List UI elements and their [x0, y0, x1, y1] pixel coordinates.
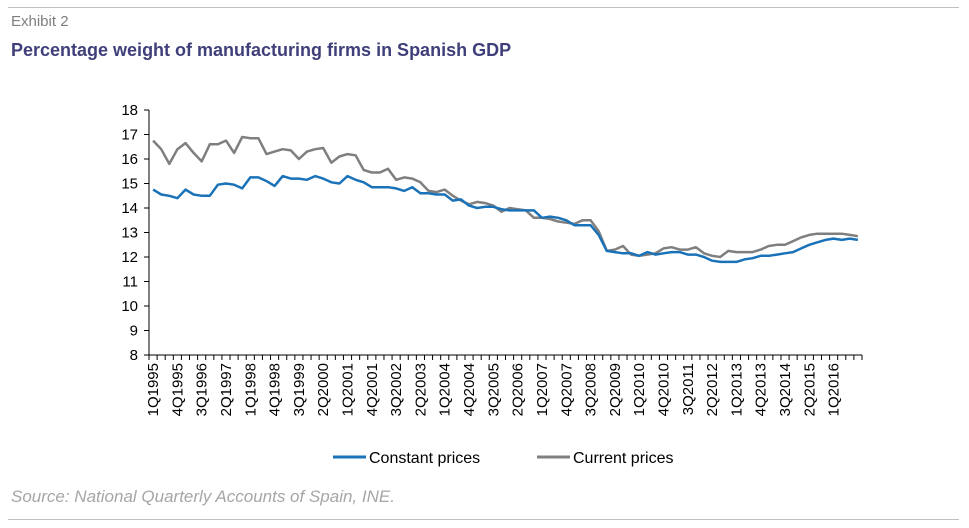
x-tick-label: 4Q2007 — [558, 363, 575, 416]
x-tick-label: 4Q2001 — [364, 363, 381, 416]
x-tick-label: 1Q2016 — [826, 363, 843, 416]
y-axis: 8 9 10 11 12 13 14 15 16 17 18 — [121, 102, 150, 364]
chart-title: Percentage weight of manufacturing firms… — [11, 40, 512, 60]
x-tick-label: 3Q2014 — [777, 363, 794, 416]
series-line-current-prices — [152, 135, 859, 259]
x-tick-label: 1Q2004 — [437, 363, 454, 416]
x-tick-label: 3Q1996 — [194, 363, 211, 416]
x-tick-label: 2Q2015 — [801, 363, 818, 416]
y-tick-label: 15 — [121, 176, 138, 193]
y-tick-label: 16 — [121, 151, 138, 168]
x-tick-label: 4Q2010 — [655, 363, 672, 416]
series-line-constant-prices — [152, 174, 859, 264]
x-tick-label: 4Q1995 — [169, 363, 186, 416]
source-note: Source: National Quarterly Accounts of S… — [11, 487, 395, 506]
y-tick-label: 10 — [121, 298, 138, 315]
legend-label-current-prices: Current prices — [573, 450, 673, 467]
x-tick-label: 3Q2002 — [388, 363, 405, 416]
x-tick-label: 1Q2001 — [340, 363, 357, 416]
exhibit-label: Exhibit 2 — [11, 13, 69, 30]
x-tick-label: 1Q1995 — [145, 363, 162, 416]
x-tick-label: 3Q2005 — [485, 363, 502, 416]
y-tick-label: 12 — [121, 249, 138, 266]
y-tick-label: 13 — [121, 225, 138, 242]
x-tick-label: 3Q2011 — [680, 363, 697, 415]
x-tick-label: 1Q2010 — [631, 363, 648, 416]
x-tick-label: 3Q1999 — [291, 363, 308, 416]
y-tick-label: 11 — [122, 274, 138, 291]
x-axis: 1Q1995 4Q1995 3Q1996 2Q1997 1Q1998 4Q1998 3Q19… — [145, 354, 863, 416]
x-tick-label: 2Q2012 — [704, 363, 721, 416]
x-tick-label: 4Q2004 — [461, 363, 478, 416]
bottom-rule — [8, 519, 959, 520]
x-tick-label: 1Q2007 — [534, 363, 551, 416]
y-tick-label: 18 — [121, 102, 138, 119]
y-tick-label: 9 — [130, 323, 138, 340]
y-tick-label: 14 — [121, 200, 138, 217]
legend-label-constant-prices: Constant prices — [369, 450, 480, 467]
x-tick-label: 4Q1998 — [267, 363, 284, 416]
x-tick-label: 2Q2009 — [607, 363, 624, 416]
x-tick-label: 2Q1997 — [218, 363, 235, 416]
x-tick-label: 2Q2006 — [510, 363, 527, 416]
top-rule — [8, 7, 959, 8]
y-tick-label: 17 — [121, 127, 138, 144]
legend: Constant prices Current prices — [333, 450, 673, 467]
x-tick-label: 1Q1998 — [242, 363, 259, 416]
x-tick-label: 2Q2003 — [412, 363, 429, 416]
series-group — [152, 135, 859, 264]
x-tick-label: 4Q2013 — [753, 363, 770, 416]
x-tick-label: 2Q2000 — [315, 363, 332, 416]
x-tick-label: 3Q2008 — [583, 363, 600, 416]
y-tick-label: 8 — [130, 347, 138, 364]
x-tick-label: 1Q2013 — [728, 363, 745, 416]
